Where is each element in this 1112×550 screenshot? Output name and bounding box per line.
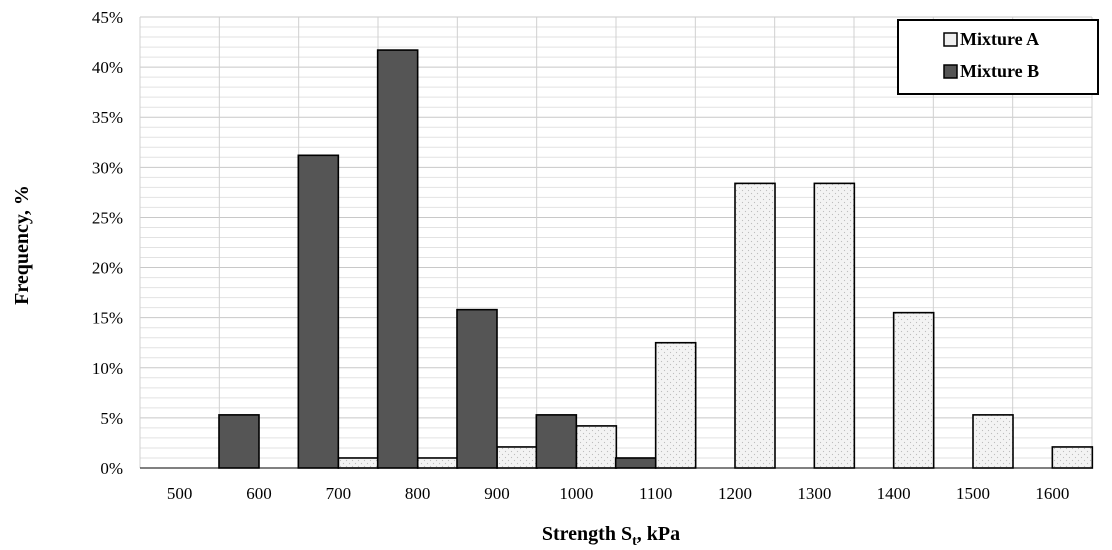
- x-axis-title-subscript: t: [632, 534, 637, 549]
- bar-mixture-a: [892, 311, 935, 469]
- x-axis-title: Strength St, kPa: [542, 523, 680, 549]
- y-tick-label: 10%: [92, 359, 123, 378]
- y-tick-label: 20%: [92, 259, 123, 278]
- y-tick-label: 40%: [92, 58, 123, 77]
- bar-mixture-b: [456, 308, 498, 469]
- bar-mixture-b: [218, 414, 260, 469]
- bar-mixture-a: [337, 457, 380, 469]
- x-tick-label: 800: [405, 484, 431, 503]
- bar-mixture-b: [297, 154, 340, 469]
- legend: Mixture A Mixture B: [897, 19, 1099, 95]
- y-tick-label: 15%: [92, 309, 123, 328]
- x-axis-title-unit: , kPa: [637, 523, 680, 545]
- y-tick-label: 45%: [92, 8, 123, 27]
- x-tick-label: 1500: [956, 484, 990, 503]
- x-tick-label: 1300: [797, 484, 831, 503]
- bar-mixture-b: [535, 414, 578, 469]
- x-tick-label: 500: [167, 484, 193, 503]
- x-tick-label: 600: [246, 484, 272, 503]
- y-tick-label: 25%: [92, 208, 123, 227]
- bar-mixture-a: [654, 341, 697, 469]
- bar-mixture-a: [1051, 446, 1094, 469]
- x-axis-title-main: Strength S: [542, 523, 632, 545]
- legend-label-mixture-a: Mixture A: [960, 29, 1039, 49]
- legend-label-mixture-b: Mixture B: [960, 61, 1039, 81]
- x-tick-label: 700: [326, 484, 352, 503]
- y-axis-title: Frequency, %: [11, 185, 33, 305]
- legend-swatch-mixture-a: [943, 32, 958, 47]
- x-tick-labels: 500 600 700 800 900 1000 1100 1200 1300 1400 1500 1…: [167, 484, 1069, 503]
- x-tick-label: 1100: [639, 484, 672, 503]
- y-tick-label: 35%: [92, 108, 123, 127]
- bar-mixture-b: [376, 49, 419, 469]
- bar-mixture-b: [614, 457, 657, 469]
- legend-swatch-mixture-b: [943, 64, 958, 79]
- x-tick-label: 1000: [559, 484, 593, 503]
- y-tick-labels: 0% 5% 10% 15% 20% 25% 30% 35% 40% 45%: [92, 8, 123, 478]
- x-tick-label: 1400: [877, 484, 911, 503]
- bar-mixture-a: [734, 182, 776, 469]
- bar-mixture-a: [813, 182, 856, 469]
- bars: [218, 49, 1094, 469]
- bar-mixture-a: [575, 425, 618, 469]
- bar-mixture-a: [416, 457, 459, 469]
- y-tick-label: 30%: [92, 158, 123, 177]
- y-tick-label: 0%: [100, 459, 123, 478]
- bar-mixture-a: [496, 446, 538, 469]
- x-tick-label: 1600: [1035, 484, 1069, 503]
- x-tick-label: 1200: [718, 484, 752, 503]
- bar-mixture-a: [972, 414, 1014, 469]
- y-tick-label: 5%: [100, 409, 123, 428]
- legend-box: [897, 19, 1099, 95]
- x-tick-label: 900: [484, 484, 510, 503]
